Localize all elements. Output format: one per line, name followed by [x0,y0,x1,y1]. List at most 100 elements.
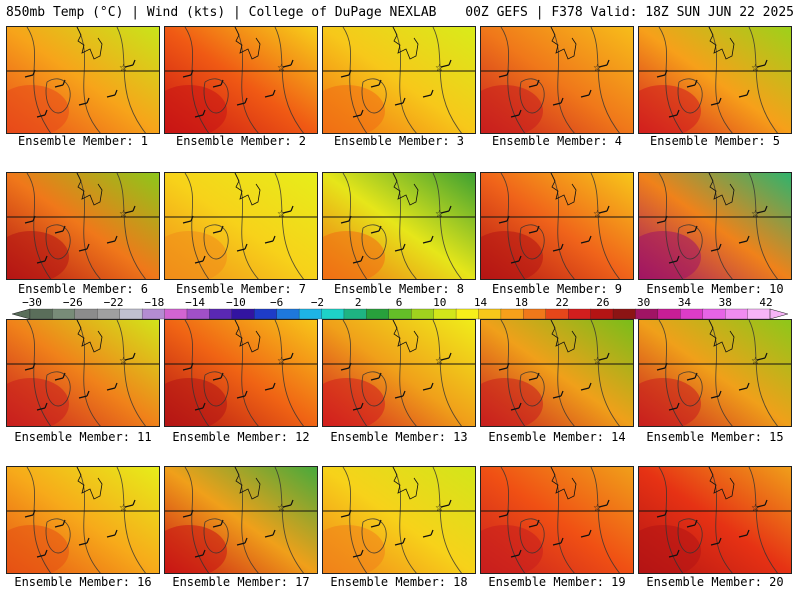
colorbar-tick-label: −22 [103,296,124,309]
city-marker-icon: ☆ [751,356,760,367]
ensemble-member-map: ☆ [480,466,634,574]
colorbar-swatch [321,308,345,320]
ensemble-member-map: ☆ [164,466,318,574]
ensemble-member-map: ☆ [6,466,160,574]
colorbar-swatch [635,308,659,320]
colorbar-swatch [343,308,368,320]
coastline [234,320,261,353]
member-caption: Ensemble Member: 2 [175,134,307,148]
coastline [76,27,103,60]
wind-barbs [182,205,294,264]
colorbar-tick-label: 14 [473,296,488,309]
member-caption: Ensemble Member: 14 [488,430,626,444]
ensemble-member-map: ☆ [638,172,792,280]
colorbar-swatch [29,308,54,320]
ensemble-member-map: ☆ [164,26,318,134]
member-caption: Ensemble Member: 7 [175,282,307,296]
colorbar-tick-label: 22 [555,296,569,309]
member-caption: Ensemble Member: 15 [646,430,784,444]
colorbar-tick-label: 34 [677,296,692,309]
colorbar-swatch [725,308,749,320]
ensemble-member-map: ☆ [164,319,318,427]
colorbar-swatch [680,308,704,320]
colorbar-swatch [388,308,412,320]
ensemble-member-map: ☆ [480,319,634,427]
city-marker-icon: ☆ [119,503,128,514]
coastline [550,173,577,206]
colorbar-tick-label: 38 [718,296,732,309]
city-marker-icon: ☆ [277,63,286,74]
member-caption: Ensemble Member: 19 [488,575,626,589]
wind-barbs [24,59,136,118]
coastline [234,467,261,500]
wind-barbs [340,499,452,558]
city-marker-icon: ☆ [593,356,602,367]
city-marker-icon: ☆ [119,63,128,74]
member-caption: Ensemble Member: 3 [333,134,465,148]
coastline [550,467,577,500]
member-caption: Ensemble Member: 8 [333,282,465,296]
coastline [708,27,735,60]
city-marker-icon: ☆ [119,356,128,367]
colorbar-right-arrow [769,308,788,320]
city-marker-icon: ☆ [277,356,286,367]
ensemble-member-map: ☆ [480,26,634,134]
colorbar-tick-label: 18 [514,296,528,309]
colorbar-tick-label: 2 [354,296,362,309]
colorbar-swatch [612,308,637,320]
colorbar-tick-label: 6 [395,296,403,309]
ensemble-member-map: ☆ [322,26,476,134]
member-caption: Ensemble Member: 13 [330,430,468,444]
ensemble-member-map: ☆ [638,319,792,427]
coastline [550,320,577,353]
city-marker-icon: ☆ [435,356,444,367]
ensemble-member-map: ☆ [164,172,318,280]
ensemble-member-map: ☆ [480,172,634,280]
wind-barbs [340,352,452,411]
colorbar-tick-label: 26 [596,296,610,309]
member-caption: Ensemble Member: 18 [330,575,468,589]
ensemble-member-map: ☆ [322,172,476,280]
city-marker-icon: ☆ [435,63,444,74]
coastline [392,467,419,500]
colorbar-tick-label: 10 [433,296,447,309]
ensemble-member-map: ☆ [322,466,476,574]
coastline [708,320,735,353]
colorbar-tick-label: −26 [62,296,83,309]
colorbar-tick-label: −6 [270,296,284,309]
member-caption: Ensemble Member: 12 [172,430,310,444]
colorbar-swatch [164,308,188,320]
coastline [708,173,735,206]
city-marker-icon: ☆ [593,209,602,220]
coastline [392,173,419,206]
city-marker-icon: ☆ [435,503,444,514]
colorbar-swatch [478,308,502,320]
colorbar-swatch [298,308,323,320]
height-contours [342,27,463,133]
member-caption: Ensemble Member: 5 [649,134,781,148]
colorbar-tick-label: −14 [185,296,206,309]
colorbar-swatch [141,308,166,320]
coastline [392,320,419,353]
colorbar-swatch [52,308,76,320]
coastline [234,173,261,206]
colorbar-swatch [97,308,121,320]
ensemble-member-map: ☆ [322,319,476,427]
wind-barbs [656,499,768,558]
wind-barbs [498,205,610,264]
wind-barbs [656,205,768,264]
city-marker-icon: ☆ [593,63,602,74]
colorbar-swatch [254,308,278,320]
city-marker-icon: ☆ [277,209,286,220]
colorbar-tick-label: −18 [144,296,165,309]
colorbar-swatch [276,308,300,320]
colorbar-swatch [545,308,569,320]
colorbar-swatch [455,308,480,320]
product-title: 850mb Temp (°C) | Wind (kts) | College o… [6,5,437,20]
colorbar-swatch [568,308,592,320]
colorbar-swatch [747,308,771,320]
wind-barbs [24,205,136,264]
colorbar-swatch [74,308,98,320]
wind-barbs [182,499,294,558]
ensemble-member-map: ☆ [638,26,792,134]
